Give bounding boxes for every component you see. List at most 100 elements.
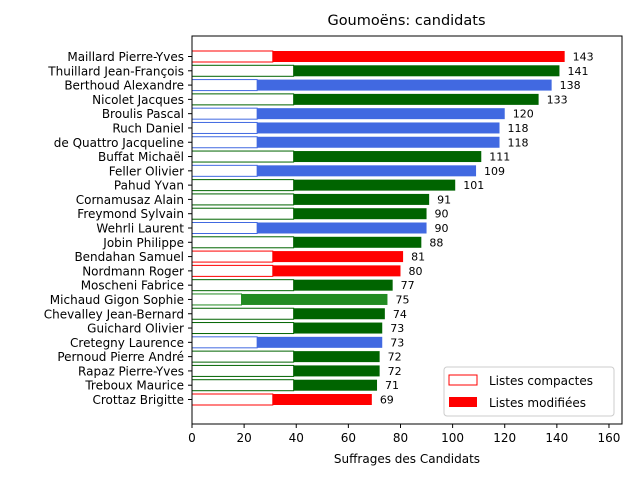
bar-modifiees-wehrli-laurent [257,222,427,234]
bar-compactes-nordmann-roger [191,264,274,277]
bar-modifiees-berthoud-alexandre [257,79,552,91]
plot-frame [191,35,623,425]
value-label: 118 [508,122,529,135]
bar-compactes-freymond-sylvain [191,207,295,220]
y-tick-label: Cornamusaz Alain [76,193,184,207]
bar-modifiees-pernoud-pierre-andre [293,351,380,363]
bar-modifiees-buffat-michael [293,151,482,163]
y-tick-label: Feller Olivier [109,164,184,178]
x-tick-label: 60 [341,431,356,445]
bar-compactes-jobin-philippe [191,236,295,249]
y-tick-label: Chevalley Jean-Bernard [44,307,184,321]
bar-modifiees-feller-olivier [257,165,477,177]
bar-modifiees-nordmann-roger [272,265,401,277]
bar-modifiees-cornamusaz-alain [293,193,430,205]
y-tick-label: Ruch Daniel [112,121,184,135]
value-label: 90 [435,222,449,235]
bar-compactes-de-quattro-jacqueline [191,136,258,149]
legend-swatch-compactes [448,374,478,386]
value-label: 118 [508,136,529,149]
x-tick-label: 0 [188,431,196,445]
bar-compactes-treboux-maurice [191,379,295,392]
x-tick-label: 80 [393,431,408,445]
value-label: 88 [429,236,443,249]
y-tick-label: Guichard Olivier [87,322,184,336]
value-label: 101 [463,179,484,192]
y-tick-label: Pernoud Pierre André [57,350,184,364]
x-tick-label: 40 [289,431,304,445]
y-tick-label: Thuillard Jean-François [47,64,184,78]
bar-compactes-bendahan-samuel [191,250,274,263]
bar-compactes-thuillard-jean-francois [191,64,295,77]
value-label: 69 [380,394,394,407]
value-label: 71 [385,379,399,392]
value-label: 73 [390,336,404,349]
value-label: 72 [388,351,402,364]
bar-modifiees-ruch-daniel [257,122,500,134]
value-label: 72 [388,365,402,378]
value-label: 80 [408,265,422,278]
y-tick-label: Nicolet Jacques [92,93,184,107]
bar-compactes-nicolet-jacques [191,93,295,106]
bar-modifiees-michaud-gigon-sophie [241,293,388,305]
bar-modifiees-maillard-pierre-yves [272,51,565,62]
bar-modifiees-nicolet-jacques [293,93,539,105]
bar-modifiees-thuillard-jean-francois [293,65,560,77]
bar-compactes-ruch-daniel [191,121,258,134]
y-tick-label: Wehrli Laurent [96,222,184,236]
bar-compactes-cretegny-laurence [191,336,258,349]
bar-compactes-wehrli-laurent [191,222,258,234]
bar-compactes-moscheni-fabrice [191,279,295,292]
value-label: 141 [567,65,588,78]
chart-title: Goumoëns: candidats [327,13,485,29]
y-tick-label: Crottaz Brigitte [92,393,184,407]
value-label: 111 [489,151,510,164]
bar-compactes-berthoud-alexandre [191,79,258,92]
bar-modifiees-broulis-pascal [257,108,505,120]
bar-modifiees-moscheni-fabrice [293,279,393,291]
bar-modifiees-jobin-philippe [293,236,422,248]
bar-compactes-michaud-gigon-sophie [191,293,243,306]
bar-modifiees-freymond-sylvain [293,208,427,220]
value-label: 143 [573,51,594,64]
bar-compactes-cornamusaz-alain [191,193,295,206]
value-label: 138 [560,79,581,92]
y-tick-label: Treboux Maurice [84,379,184,393]
y-tick-label: Buffat Michaël [98,150,184,164]
value-label: 81 [411,251,425,264]
legend: Listes compactes Listes modifiées [443,366,615,417]
y-tick-label: Bendahan Samuel [74,250,184,264]
y-tick-label: Jobin Philippe [102,236,184,250]
x-axis-label: Suffrages des Candidats [334,452,480,466]
bar-compactes-rapaz-pierre-yves [191,364,295,377]
bar-modifiees-pahud-yvan [293,179,456,191]
y-tick-label: Freymond Sylvain [77,207,184,221]
legend-label-compactes: Listes compactes [489,374,593,388]
value-label: 74 [393,308,407,321]
bar-compactes-crottaz-brigitte [191,393,274,406]
bar-modifiees-chevalley-jean-bernard [293,308,385,320]
x-tick-label: 100 [441,431,464,445]
bar-modifiees-treboux-maurice [293,379,378,391]
y-tick-label: Broulis Pascal [102,107,184,121]
y-tick-label: Cretegny Laurence [70,336,184,350]
x-tick-label: 20 [236,431,251,445]
bar-modifiees-crottaz-brigitte [272,394,372,405]
y-tick-label: Berthoud Alexandre [64,79,184,93]
x-axis-ticks: 0 20 40 60 80 100 120 140 160 [188,424,620,445]
y-tick-label: Nordmann Roger [82,264,184,278]
legend-label-modifiees: Listes modifiées [489,396,586,410]
bar-modifiees-bendahan-samuel [272,251,404,263]
value-label: 73 [390,322,404,335]
bar-compactes-pernoud-pierre-andre [191,350,295,363]
value-label: 75 [395,293,409,306]
bar-compactes-guichard-olivier [191,322,295,335]
x-tick-label: 120 [493,431,516,445]
y-tick-label: de Quattro Jacqueline [54,136,184,150]
bar-modifiees-de-quattro-jacqueline [257,136,500,148]
bar-compactes-maillard-pierre-yves [191,50,274,63]
bar-modifiees-guichard-olivier [293,322,383,334]
y-tick-label: Pahud Yvan [114,179,184,193]
x-tick-label: 160 [598,431,621,445]
